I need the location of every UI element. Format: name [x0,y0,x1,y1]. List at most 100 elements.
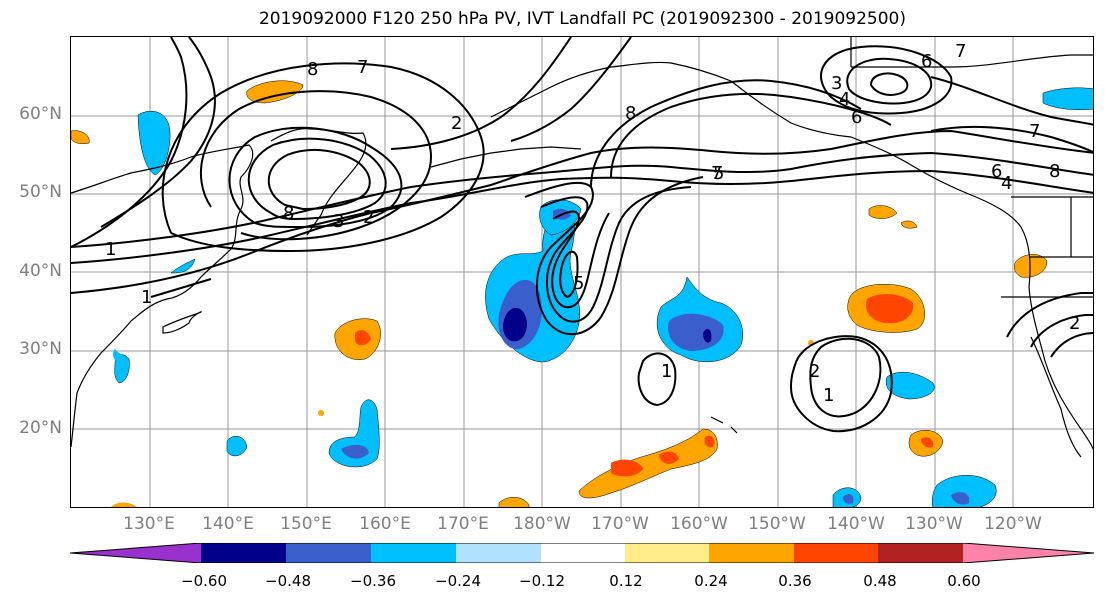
pv-contour [789,335,893,433]
shading-orange-region [1014,254,1048,278]
colorbar-tick: 0.36 [778,572,812,590]
shading-orange-region [71,130,90,144]
contour-label: 5 [573,273,584,294]
shading-blue-region [843,494,854,504]
pv-contour [247,137,387,221]
contour-label: 8 [1049,161,1060,182]
pv-contour [71,169,1093,264]
lat-label: 40°N [19,261,62,281]
map-svg: 8 7 2 8 3 2 1 1 5 8 7 3 4 6 6 7 7 6 4 8 … [71,37,1093,507]
coast-baja [1030,336,1082,458]
colorbar-svg [69,542,1095,564]
shading-blue-region [341,444,369,459]
coast-japan [162,311,202,334]
contour-label: 8 [283,203,294,224]
colorbar [69,542,1095,564]
shading-orange-region [578,428,718,499]
pv-contour [930,125,1093,154]
colorbar-tick: −0.24 [435,572,481,590]
contour-label: 1 [823,385,834,406]
shading-orange-dot [318,410,324,416]
pv-contour [1006,292,1093,338]
pv-contour [820,45,953,115]
contour-label: 2 [363,207,374,228]
shading-orange-region [868,205,898,219]
pv-contour [71,129,1093,294]
figure-title: 2019092000 F120 250 hPa PV, IVT Landfall… [258,9,906,29]
pv-contour [869,72,909,96]
lon-label: 150°E [280,514,332,534]
colorbar-segment-6 [625,543,709,563]
lat-label: 50°N [19,182,62,202]
colorbar-segment-2 [286,543,371,563]
colorbar-segment-3 [371,543,456,563]
contour-label: 1 [105,239,116,260]
contour-label: 1 [661,361,672,382]
pv-contour [551,210,610,309]
pv-contour [809,337,882,418]
border-states [1001,197,1093,298]
shading-orange-region [900,220,918,229]
contour-label: 7 [357,57,368,78]
contour-label: 8 [625,103,636,124]
shading-orange-region [704,435,715,448]
pv-contour [559,250,579,299]
pv-contour [267,148,371,211]
contour-label: 7 [1029,121,1040,142]
shading-blue-region [1042,87,1093,110]
contour-label: 4 [1001,173,1012,194]
lon-label: 130°E [123,514,175,534]
colorbar-segment-1 [201,543,286,563]
pv-contour [610,92,892,178]
colorbar-tick: 0.12 [609,572,643,590]
pv-contour [540,186,692,323]
lon-label: 140°E [202,514,254,534]
shading-orange-region [111,502,137,507]
shading-orange-region [659,451,679,464]
lon-label: 140°W [827,514,885,534]
pv-contour [846,57,933,105]
contour-label: 2 [1069,313,1080,334]
contour-label: 2 [451,113,462,134]
lon-label: 150°W [748,514,806,534]
pv-contour [590,79,862,188]
colorbar-segment-5 [541,543,625,563]
pv-contour [1030,314,1093,348]
colorbar-tick: −0.12 [519,572,565,590]
lon-label: 120°W [984,514,1042,534]
colorbar-segment-8 [794,543,878,563]
colorbar-tick: −0.48 [265,572,311,590]
lat-label: 60°N [19,104,62,124]
colorbar-segment-4 [456,543,541,563]
contour-label: 2 [809,361,820,382]
shading-blue-region [170,258,196,274]
shading-orange-region [246,80,304,104]
contour-label: 6 [921,51,932,72]
colorbar-segment-9 [878,543,963,563]
lon-label: 130°W [905,514,963,534]
contour-label: 6 [851,107,862,128]
colorbar-segment-10 [963,543,1094,563]
shading-blue-region [503,307,527,342]
contour-labels: 8 7 2 8 3 2 1 1 5 8 7 3 4 6 6 7 7 6 4 8 … [105,41,1080,406]
map-panel: 8 7 2 8 3 2 1 1 5 8 7 3 4 6 6 7 7 6 4 8 … [70,36,1094,508]
shading-orange-region [498,497,530,507]
pv-contours [71,37,1093,433]
ivt-shading [71,80,1093,507]
colorbar-tick: 0.60 [947,572,981,590]
lon-label: 170°W [591,514,649,534]
colorbar-segment-0 [70,543,201,563]
shading-orange-region [921,437,934,448]
lon-label: 160°E [359,514,411,534]
pv-contour [637,352,677,407]
contour-label: 6 [991,161,1002,182]
pv-contour [510,37,632,142]
shading-blue-region [885,371,935,400]
pv-contour [228,126,403,229]
shading-orange-region [611,459,643,477]
islands-hawaii [710,416,738,434]
coast-canada [850,37,1093,68]
colorbar-segment-7 [709,543,794,563]
contour-label: 7 [955,41,966,62]
shading-blue-region [703,328,712,343]
